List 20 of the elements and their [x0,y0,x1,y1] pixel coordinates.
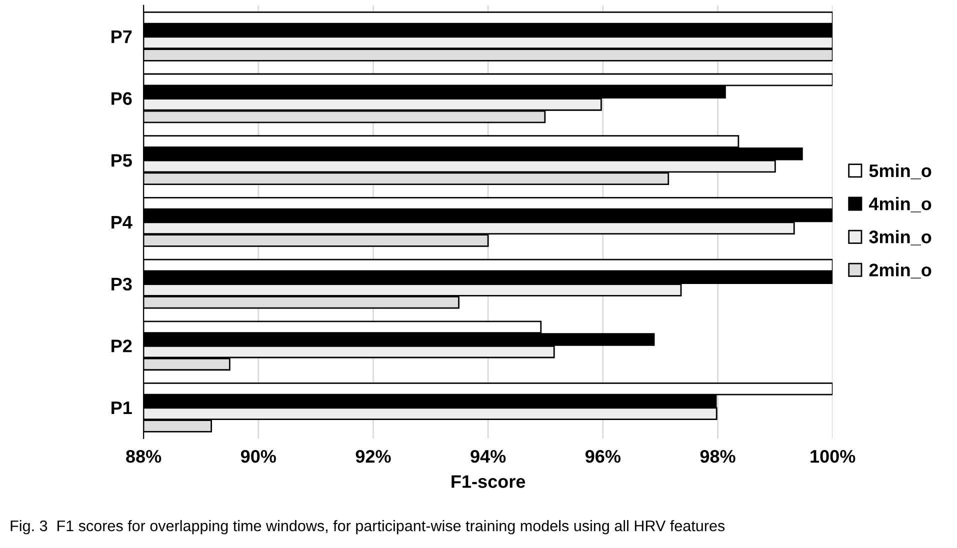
y-tick-label: P7 [112,30,132,43]
x-tick-label: 90% [240,450,276,463]
legend-label: 5min_o [869,164,932,180]
x-tick-label: 88% [126,450,162,463]
y-tick-label: P3 [112,278,132,291]
x-tick-label: 98% [700,450,736,463]
y-tick-label: P5 [112,154,132,167]
y-tick-label: P1 [112,402,132,414]
x-tick-label: 94% [470,450,506,463]
x-tick-label: 100% [810,450,856,463]
x-tick-label: 96% [585,450,621,463]
x-axis-title: F1-score [452,475,526,488]
y-tick-label: P6 [112,92,132,105]
legend-label: 3min_o [869,230,932,246]
y-tick-label: P2 [112,340,132,352]
caption: Fig. 3 F1 scores for overlapping time windows, for participant-wise training models using all HRV features [10,520,725,534]
y-tick-label: P4 [112,216,132,228]
legend-label: 4min_o [868,196,932,212]
x-tick-label: 92% [356,450,391,463]
legend-label: 2min_o [869,263,932,278]
